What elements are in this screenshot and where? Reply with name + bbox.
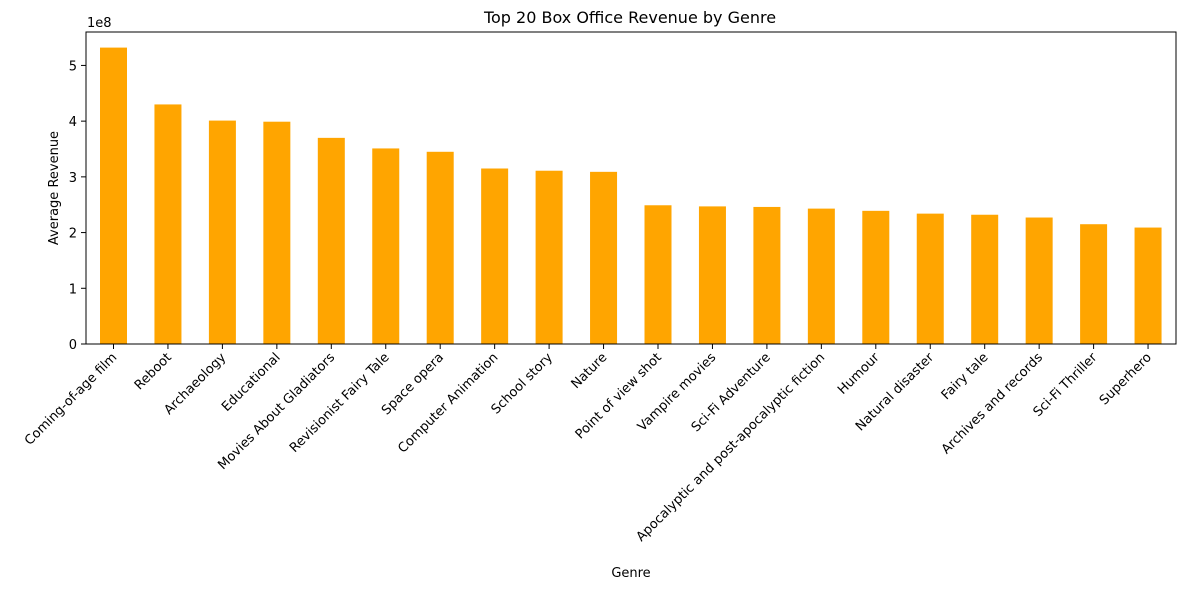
y-tick-label: 1 bbox=[69, 282, 77, 297]
bar bbox=[971, 214, 999, 344]
bar bbox=[426, 151, 454, 344]
y-axis: 0 1 2 3 4 5 bbox=[69, 59, 86, 353]
bar bbox=[154, 104, 182, 345]
x-tick-label: Apocalyptic and post-apocalyptic fiction bbox=[634, 350, 829, 545]
bar bbox=[862, 210, 890, 344]
bar bbox=[753, 206, 781, 344]
bar bbox=[644, 205, 672, 344]
x-axis: Coming-of-age film RebootArchaeologyEduca… bbox=[22, 344, 1155, 545]
x-tick-label: Humour bbox=[835, 350, 883, 398]
bar bbox=[1080, 224, 1108, 344]
y-tick-label: 4 bbox=[69, 115, 77, 130]
chart-title: Top 20 Box Office Revenue by Genre bbox=[483, 8, 776, 27]
y-tick-label: 3 bbox=[69, 171, 77, 186]
bar bbox=[317, 137, 345, 344]
bar bbox=[263, 121, 291, 344]
x-axis-title: Genre bbox=[611, 566, 650, 581]
bar bbox=[590, 171, 618, 344]
bar bbox=[698, 206, 726, 344]
y-tick-label: 2 bbox=[69, 227, 77, 242]
bar bbox=[1025, 217, 1053, 344]
bar bbox=[372, 148, 400, 344]
bar bbox=[481, 168, 509, 344]
plot-frame bbox=[85, 31, 1177, 345]
x-tick-label: Revisionist Fairy Tale bbox=[287, 350, 393, 456]
bar bbox=[807, 208, 835, 344]
x-tick-label: Fairy tale bbox=[939, 350, 992, 403]
bar bbox=[535, 170, 563, 344]
bars-layer bbox=[100, 47, 1162, 345]
bar bbox=[208, 120, 236, 344]
x-tick-label: Nature bbox=[569, 350, 611, 392]
x-tick-label: Reboot bbox=[132, 350, 175, 393]
y-tick-label: 0 bbox=[69, 338, 77, 353]
bar bbox=[916, 213, 944, 344]
y-offset-label: 1e8 bbox=[87, 16, 112, 31]
y-tick-label: 5 bbox=[69, 59, 77, 74]
x-tick-label: Archives and records bbox=[939, 350, 1046, 457]
x-tick-label: Superhero bbox=[1097, 350, 1155, 408]
x-tick-label: Computer Animation bbox=[395, 350, 501, 456]
bar bbox=[100, 47, 127, 344]
x-tick-label: Coming-of-age film bbox=[22, 350, 120, 448]
bar bbox=[1134, 227, 1162, 344]
y-axis-title: Average Revenue bbox=[47, 131, 62, 245]
